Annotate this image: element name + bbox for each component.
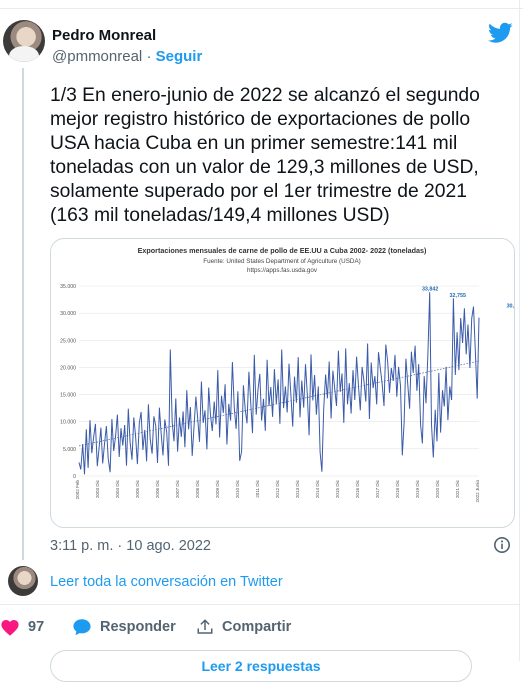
chart-image[interactable]: Exportaciones mensuales de carne de poll… — [50, 238, 515, 528]
x-tick-label: 2006 Dic — [155, 479, 160, 498]
x-tick-label: 2019 Dic — [415, 479, 420, 498]
x-tick-label: 2022 Junio — [475, 480, 480, 503]
action-bar: 97 Responder Compartir — [0, 612, 520, 642]
top-border — [0, 8, 523, 9]
conversation-avatar[interactable] — [8, 566, 38, 596]
x-tick-label: 2018 Dic — [395, 479, 400, 498]
line-chart: Exportaciones mensuales de carne de poll… — [60, 246, 514, 502]
x-tick-label: 2013 Dic — [295, 479, 300, 498]
x-tick-label: 2014 Dic — [315, 479, 320, 498]
x-tick-label: 2020 Dic — [435, 479, 440, 498]
x-tick-label: 2007 Dic — [175, 479, 180, 498]
y-tick-label: 10.000 — [60, 420, 76, 426]
like-count: 97 — [28, 619, 45, 635]
series-line — [78, 292, 480, 475]
display-name[interactable]: Pedro Monreal — [52, 27, 157, 44]
x-tick-label: 2004 Dic — [115, 479, 120, 498]
data-label: 30,884 — [507, 303, 514, 309]
avatar[interactable] — [3, 20, 45, 62]
x-tick-label: 2016 Dic — [355, 479, 360, 498]
chart-subtitle: Fuente: United States Department of Agri… — [203, 258, 361, 265]
x-tick-label: 2021 Dic — [455, 479, 460, 498]
speech-bubble-icon — [73, 619, 91, 636]
twitter-bird-icon[interactable] — [488, 22, 513, 44]
y-axis-ticks: 0 5.000 10.000 15.000 20.000 25.000 30.000 35.0… — [60, 284, 76, 480]
separator-dot: · — [146, 48, 152, 65]
share-upload-icon — [197, 619, 213, 634]
y-tick-label: 5.000 — [63, 447, 76, 453]
reply-label: Responder — [100, 619, 176, 635]
chart-title: Exportaciones mensuales de carne de poll… — [138, 246, 427, 255]
x-tick-label: 2015 Dic — [335, 479, 340, 498]
data-label: 33,842 — [422, 286, 439, 292]
heart-icon — [1, 620, 19, 636]
share-label: Compartir — [222, 619, 292, 635]
thread-line — [22, 68, 24, 560]
chart-annotations: 33,84232,75530,88431,21229,18223,15014,2… — [422, 286, 514, 309]
divider — [0, 604, 520, 605]
x-tick-label: 2002 Feb — [75, 480, 80, 500]
reply-action[interactable]: Responder — [72, 618, 176, 636]
x-axis-ticks: 2002 Feb 2003 Dic 2004 Dic 2005 Dic 2006 Dic… — [75, 479, 480, 502]
handle-row: @pmmonreal · Seguir — [52, 48, 202, 65]
x-tick-label: 2011 Dic — [255, 479, 260, 497]
y-tick-label: 35.000 — [60, 284, 76, 290]
y-tick-label: 25.000 — [60, 338, 76, 344]
share-action[interactable]: Compartir — [196, 618, 291, 636]
read-replies-button[interactable]: Leer 2 respuestas — [50, 650, 472, 682]
y-tick-label: 15.000 — [60, 393, 76, 399]
x-tick-label: 2005 Dic — [135, 479, 140, 498]
y-tick-label: 30.000 — [60, 311, 76, 317]
read-conversation-link[interactable]: Leer toda la conversación en Twitter — [50, 574, 283, 590]
y-tick-label: 0 — [73, 474, 76, 480]
x-tick-label: 2009 Dic — [215, 479, 220, 498]
x-tick-label: 2012 Dic — [275, 479, 280, 498]
x-tick-label: 2008 Dic — [195, 479, 200, 498]
handle[interactable]: @pmmonreal — [52, 48, 143, 65]
x-tick-label: 2003 Dic — [95, 479, 100, 498]
x-tick-label: 2010 Dic — [235, 479, 240, 498]
info-icon[interactable] — [493, 536, 511, 554]
x-tick-label: 2017 Dic — [375, 479, 380, 498]
follow-button[interactable]: Seguir — [155, 48, 203, 65]
timestamp[interactable]: 3:11 p. m. · 10 ago. 2022 — [50, 538, 211, 554]
tweet-text: 1/3 En enero-junio de 2022 se alcanzó el… — [50, 85, 480, 226]
like-action[interactable]: 97 — [0, 618, 44, 636]
chart-source-url: https://apps.fas.usda.gov — [247, 267, 318, 274]
data-label: 32,755 — [450, 293, 467, 299]
y-tick-label: 20.000 — [60, 365, 76, 371]
